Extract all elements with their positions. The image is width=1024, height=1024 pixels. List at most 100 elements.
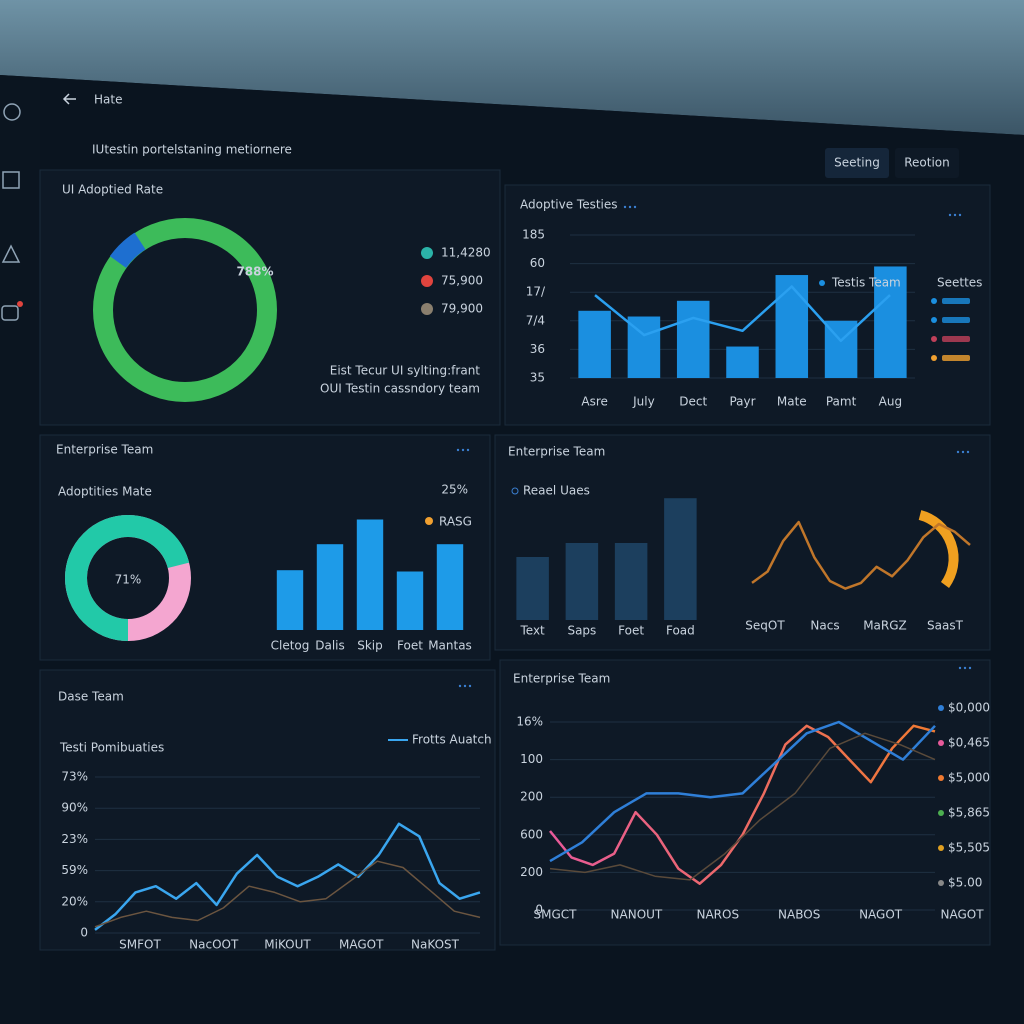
bar (436, 544, 464, 630)
bar (356, 519, 384, 630)
y-tick-label: 16% (516, 715, 543, 729)
menu-dot[interactable] (468, 684, 472, 688)
x-tick-label: Text (519, 624, 545, 638)
legend-dot (938, 775, 944, 781)
legend-dot (421, 247, 433, 259)
legend-label: 75,900 (441, 274, 483, 288)
donut-label: 71% (115, 573, 142, 587)
panel (39, 669, 496, 951)
legend-label: Reael Uaes (523, 484, 590, 498)
menu-dot[interactable] (956, 450, 960, 454)
y-tick-label: 35 (530, 371, 545, 385)
legend-swatch (942, 298, 970, 304)
y-tick-label: 90% (61, 801, 88, 815)
legend-label: Testis Team (831, 276, 901, 290)
sidebar-icon[interactable] (1, 244, 21, 263)
line-series (549, 732, 936, 881)
x-tick-label: Nacs (810, 619, 839, 633)
bar (874, 266, 907, 378)
y-tick-label: 600 (520, 827, 543, 841)
button[interactable] (895, 148, 959, 178)
legend-label: $0,465 (948, 736, 990, 750)
x-tick-label: Pamt (826, 395, 857, 409)
gauge-accent (109, 232, 146, 269)
menu-dot[interactable] (961, 450, 965, 454)
line-series (94, 822, 481, 931)
legend-label: RASG (439, 515, 472, 529)
menu-dot[interactable] (461, 448, 465, 452)
legend-dot (931, 336, 937, 342)
y-tick-label: 100 (520, 752, 543, 766)
menu-dot[interactable] (963, 666, 967, 670)
panel-title: UI Adoptied Rate (62, 183, 163, 197)
bar (396, 571, 424, 630)
legend-dot (931, 298, 937, 304)
legend-dot (819, 280, 825, 286)
legend-dot (421, 275, 433, 287)
y-tick-label: 0 (535, 903, 543, 917)
menu-dot[interactable] (628, 205, 632, 209)
legend-dot (425, 517, 433, 525)
bar (726, 346, 759, 378)
line-series (549, 720, 936, 863)
legend-dot (421, 303, 433, 315)
x-tick-label: Dalis (315, 639, 345, 653)
sidebar-icon[interactable] (1, 305, 19, 321)
menu-dot[interactable] (958, 666, 962, 670)
y-tick-label: 59% (61, 863, 88, 877)
panel-subtitle: Testi Pomibuaties (59, 741, 164, 755)
y-tick-label: 200 (520, 790, 543, 804)
x-tick-label: Cletog (271, 639, 310, 653)
sidebar-icon[interactable] (2, 171, 20, 189)
gauge-arc (918, 510, 959, 588)
legend-swatch (942, 317, 970, 323)
y-tick-label: 200 (520, 865, 543, 879)
x-tick-label: NAGOT (940, 908, 984, 922)
bar (676, 300, 710, 378)
backdrop (0, 0, 1024, 135)
menu-dot[interactable] (623, 205, 627, 209)
panel-title: Enterprise Team (513, 672, 610, 686)
panel-title: Enterprise Team (56, 443, 153, 457)
legend-label: $5,865 (948, 806, 990, 820)
bar (578, 310, 611, 378)
note: OUI Testin cassndory team (320, 382, 480, 396)
x-tick-label: NAGOT (859, 908, 903, 922)
sidebar-icon[interactable] (3, 103, 21, 121)
x-tick-label: Asre (581, 395, 608, 409)
line-series (594, 285, 891, 343)
panel-title: Dase Team (58, 690, 124, 704)
bar (316, 544, 344, 630)
button[interactable] (825, 148, 889, 178)
x-tick-label: Foet (397, 639, 423, 653)
menu-dot[interactable] (948, 213, 952, 217)
line-series (549, 724, 936, 885)
gauge-ring (93, 218, 277, 402)
x-tick-label: Mantas (428, 639, 472, 653)
button-label: Reotion (904, 156, 950, 170)
menu-dot[interactable] (463, 684, 467, 688)
panel-title: Adoptive Testies (520, 198, 618, 212)
bar (276, 570, 304, 630)
menu-dot[interactable] (633, 205, 637, 209)
legend-label: 11,4280 (441, 246, 491, 260)
menu-dot[interactable] (458, 684, 462, 688)
x-tick-label: Payr (729, 395, 755, 409)
x-tick-label: MAGOT (339, 938, 384, 952)
menu-dot[interactable] (958, 213, 962, 217)
y-tick-label: 17/ (526, 285, 546, 299)
y-tick-label: 20% (61, 894, 88, 908)
x-tick-label: MaRGZ (863, 619, 907, 633)
menu-dot[interactable] (953, 213, 957, 217)
menu-dot[interactable] (966, 450, 970, 454)
y-tick-label: 0 (80, 926, 88, 940)
panel (499, 659, 991, 946)
x-tick-label: Saps (567, 624, 596, 638)
back-label: Hate (94, 93, 122, 107)
menu-dot[interactable] (466, 448, 470, 452)
menu-dot[interactable] (968, 666, 972, 670)
x-tick-label: NANOUT (611, 908, 663, 922)
menu-dot[interactable] (456, 448, 460, 452)
panel-subtitle: Adoptities Mate (58, 485, 152, 499)
back-arrow[interactable] (62, 93, 76, 105)
